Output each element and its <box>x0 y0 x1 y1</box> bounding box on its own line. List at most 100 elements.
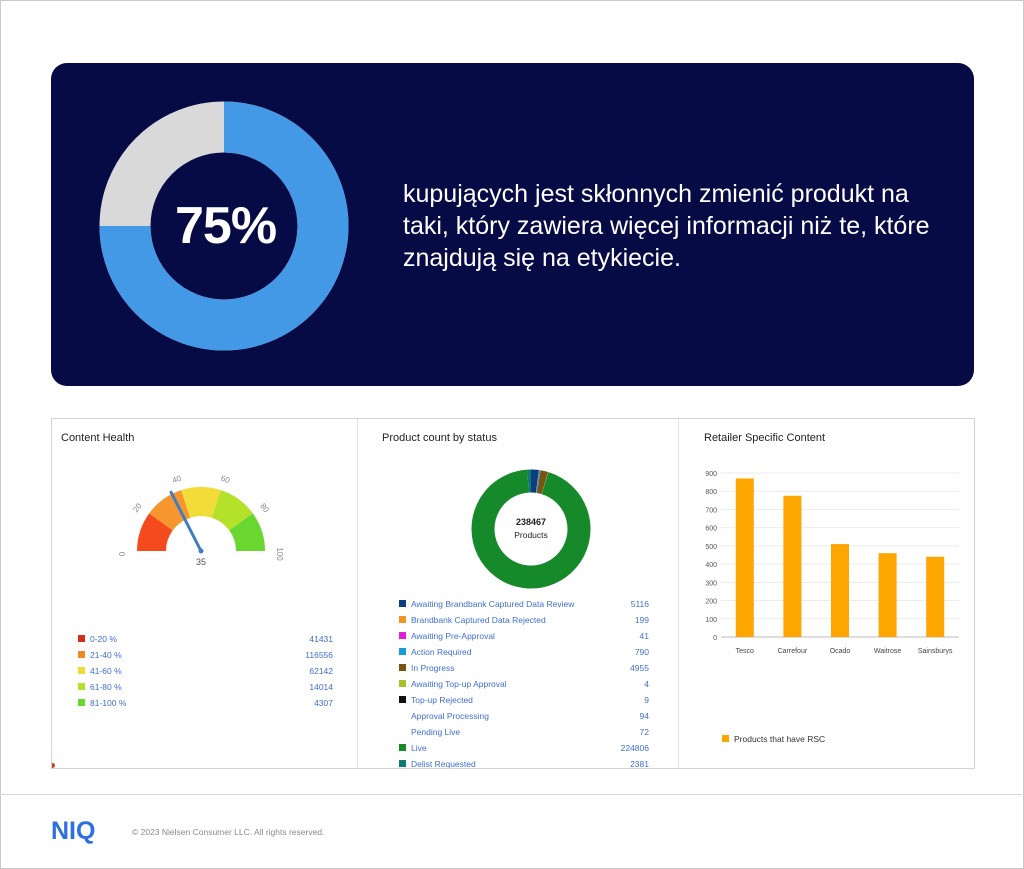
legend-swatch <box>399 744 406 751</box>
gauge-tick-label: 60 <box>220 474 232 485</box>
legend-swatch <box>399 680 406 687</box>
legend-swatch <box>78 651 85 658</box>
x-tick-label: Tesco <box>736 648 754 655</box>
gauge-tick-label: 100 <box>275 547 284 561</box>
gauge-band <box>149 490 191 531</box>
legend-label: Awaiting Pre-Approval <box>411 631 495 641</box>
legend-label: Pending Live <box>411 727 461 737</box>
legend-label: Top-up Rejected <box>411 695 473 705</box>
dashboard-panels: Content Health 0 20 40 60 80 100 35 0-20 % 414… <box>51 418 975 769</box>
bar[interactable] <box>783 495 802 637</box>
retailer-bar-chart: 0 100 200 300 400 500 600 700 800 900 Tesco Carref… <box>705 471 959 655</box>
niq-logo-mark: NIQ <box>51 817 95 845</box>
legend-swatch <box>399 616 406 623</box>
footer-divider <box>0 794 1022 795</box>
legend-value: 14014 <box>309 682 333 692</box>
legend-value: 4955 <box>630 663 649 673</box>
legend-label: Products that have RSC <box>734 734 826 744</box>
gauge-tick-label: 80 <box>258 502 271 515</box>
legend-label: Brandbank Captured Data Rejected <box>411 615 546 625</box>
niq-logo: NIQ <box>51 817 111 849</box>
legend-value: 5116 <box>630 599 649 609</box>
bar[interactable] <box>926 556 945 637</box>
legend-value: 199 <box>634 615 649 625</box>
product-status-title: Product count by status <box>382 432 497 444</box>
legend-value: 9 <box>644 695 649 705</box>
content-health-panel: Content Health 0 20 40 60 80 100 35 0-20 % 414… <box>52 419 357 768</box>
legend-value: 2381 <box>630 759 649 769</box>
legend-swatch <box>78 699 85 706</box>
status-total-label: Products <box>514 530 548 540</box>
legend-value: 116556 <box>305 650 333 660</box>
legend-value: 4307 <box>314 698 333 708</box>
gauge-hub <box>198 548 204 554</box>
legend-swatch <box>399 632 406 639</box>
gauge-band <box>181 487 221 518</box>
x-tick-label: Carrefour <box>778 648 808 655</box>
legend-swatch <box>722 735 729 742</box>
legend-label: Awaiting Brandbank Captured Data Review <box>411 599 575 609</box>
panel-divider <box>678 419 679 768</box>
x-tick-label: Ocado <box>830 648 851 655</box>
gauge-tick-label: 0 <box>118 551 127 556</box>
legend-value: 4 <box>644 679 649 689</box>
hero-banner: 75% kupujących jest skłonnych zmienić pr… <box>51 63 974 386</box>
scroll-indicator-dot <box>52 763 55 768</box>
legend-label: 61-80 % <box>90 682 122 692</box>
gauge-band <box>137 513 173 551</box>
x-tick-label: Sainsburys <box>918 648 953 655</box>
y-tick-label: 300 <box>705 580 717 587</box>
y-tick-label: 500 <box>705 544 717 551</box>
legend-swatch <box>78 667 85 674</box>
legend-label: 41-60 % <box>90 666 122 676</box>
status-total: 238467 <box>516 517 546 527</box>
bar[interactable] <box>831 544 849 637</box>
bar[interactable] <box>735 478 754 637</box>
gauge-tick-label: 20 <box>131 501 144 514</box>
legend-swatch <box>78 683 85 690</box>
legend-label: Awaiting Top-up Approval <box>411 679 507 689</box>
gauge-value-label: 35 <box>196 557 206 567</box>
y-tick-label: 0 <box>713 635 717 642</box>
hero-percent: 75% <box>175 197 277 255</box>
legend-label: 81-100 % <box>90 698 127 708</box>
y-tick-label: 200 <box>705 599 717 606</box>
svg-text:NIQ: NIQ <box>51 818 95 844</box>
legend-swatch <box>78 635 85 642</box>
legend-value: 72 <box>639 727 649 737</box>
y-tick-label: 700 <box>705 507 717 514</box>
legend-swatch <box>399 664 406 671</box>
gauge-band <box>229 513 265 551</box>
legend-value: 790 <box>634 647 649 657</box>
hero-donut-fill <box>99 101 349 351</box>
gauge-needle <box>169 490 203 553</box>
product-status-panel: Product count by status 238467 Products … <box>358 419 678 768</box>
legend-label: In Progress <box>411 663 455 673</box>
legend-swatch <box>399 648 406 655</box>
status-slice[interactable] <box>536 470 549 495</box>
legend-value: 41431 <box>309 634 333 644</box>
legend-value: 94 <box>639 711 649 721</box>
gauge-tick-label: 40 <box>171 474 183 485</box>
legend-label: Live <box>411 743 427 753</box>
y-tick-label: 800 <box>705 489 717 496</box>
panel-divider <box>357 419 358 768</box>
legend-swatch <box>399 760 406 767</box>
bar[interactable] <box>878 553 897 637</box>
status-slice[interactable] <box>471 469 591 589</box>
retailer-content-panel: Retailer Specific Content 0 100 200 300 400 5… <box>679 419 974 768</box>
legend-label: Delist Requested <box>411 759 476 769</box>
hero-statement: kupujących jest skłonnych zmienić produk… <box>403 180 930 272</box>
legend-value: 41 <box>639 631 649 641</box>
legend-label: Approval Processing <box>411 711 489 721</box>
y-tick-label: 100 <box>705 617 717 624</box>
hero-donut-chart <box>99 101 349 351</box>
legend-swatch <box>399 696 406 703</box>
legend-value: 62142 <box>309 666 333 676</box>
product-status-donut: 238467 Products <box>471 469 591 589</box>
legend-label: Action Required <box>411 647 472 657</box>
y-tick-label: 600 <box>705 526 717 533</box>
y-tick-label: 400 <box>705 562 717 569</box>
legend-label: 0-20 % <box>90 634 117 644</box>
content-health-gauge: 0 20 40 60 80 100 35 <box>118 474 284 567</box>
